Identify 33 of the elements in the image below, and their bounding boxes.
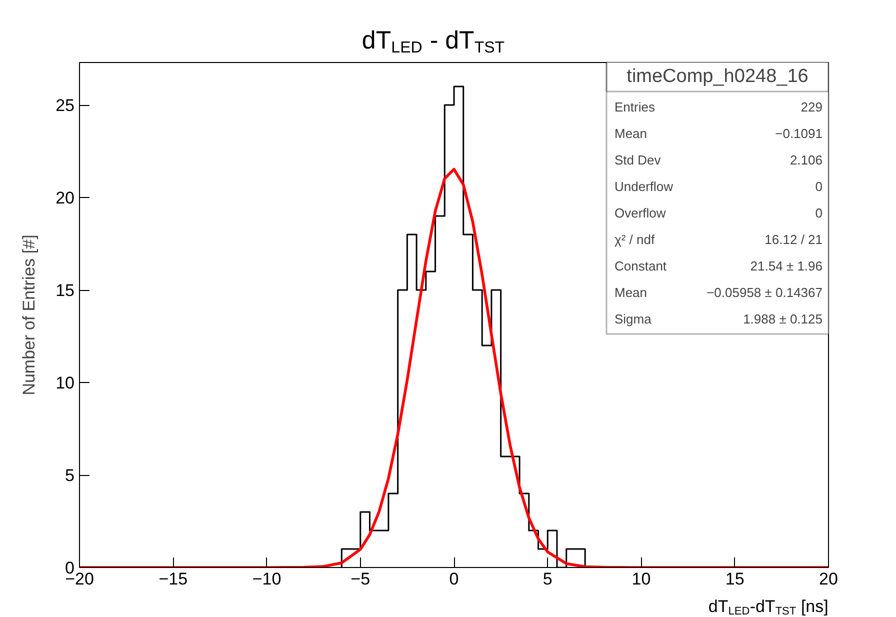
annotation: 0 xyxy=(815,205,823,220)
annotation: Mean xyxy=(614,126,648,141)
annotation: 0 xyxy=(815,178,823,194)
y-tick-label: 20 xyxy=(56,188,75,208)
x-tick-label: −5 xyxy=(350,570,370,588)
y-tick-label: 25 xyxy=(56,96,75,116)
x-tick-label: 0 xyxy=(449,570,459,588)
x-tick-label: 10 xyxy=(632,570,651,588)
annotation: Sigma xyxy=(614,311,652,326)
annotation: −0.1091 xyxy=(775,126,823,141)
annotation: timeComp_h0248_16 xyxy=(626,66,808,87)
annotation: Underflow xyxy=(614,178,674,194)
annotation: Mean xyxy=(614,284,648,300)
annotation: Entries xyxy=(614,99,656,114)
y-axis-title: Number of Entries [#] xyxy=(20,234,39,396)
x-tick-label: 15 xyxy=(725,570,744,588)
x-tick-label: −15 xyxy=(158,570,188,588)
y-tick-label: 5 xyxy=(65,466,75,486)
annotation: Std Dev xyxy=(614,152,662,168)
x-tick-label: −10 xyxy=(252,570,282,588)
annotation: Overflow xyxy=(614,205,666,220)
x-tick-label: 5 xyxy=(542,570,552,588)
annotation: 229 xyxy=(800,99,823,114)
annotation: Constant xyxy=(614,258,667,274)
annotation: −0.05958 ± 0.14367 xyxy=(706,284,823,300)
y-tick-label: 10 xyxy=(56,374,75,393)
annotation: 2.106 xyxy=(790,152,823,168)
annotation: 21.54 ± 1.96 xyxy=(750,258,823,274)
y-tick-label: 15 xyxy=(56,281,75,300)
annotation: 16.12 / 21 xyxy=(764,232,822,247)
annotation: χ² / ndf xyxy=(614,232,655,247)
annotation: 1.988 ± 0.125 xyxy=(743,311,822,326)
x-tick-label: 20 xyxy=(819,570,838,588)
